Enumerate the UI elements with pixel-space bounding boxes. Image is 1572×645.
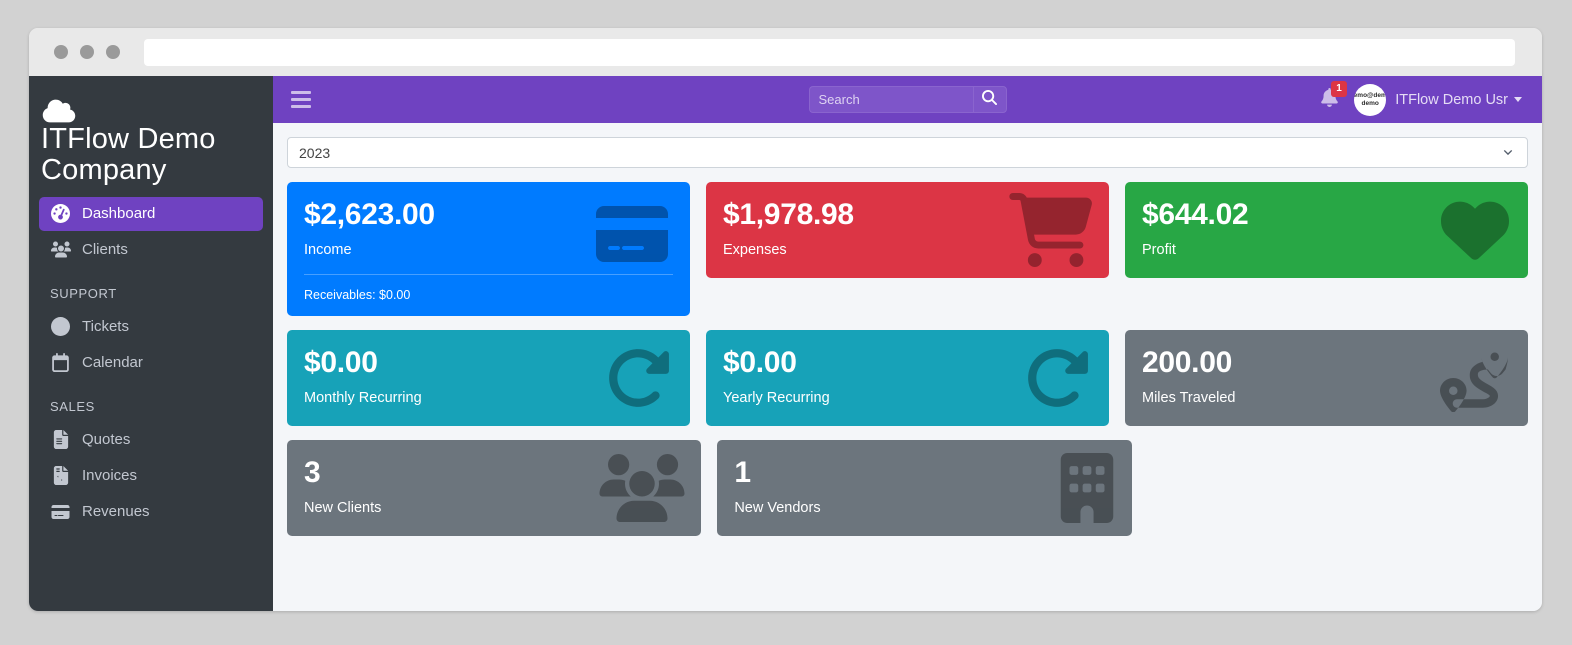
cloud-icon xyxy=(41,98,77,124)
sidebar-item-tickets[interactable]: Tickets xyxy=(39,310,263,344)
sync-icon xyxy=(602,345,674,411)
gauge-icon xyxy=(50,203,71,224)
shopping-cart-icon xyxy=(1009,193,1093,267)
search-button[interactable] xyxy=(972,86,1007,113)
card-value: $0.00 xyxy=(304,346,378,379)
search-input[interactable] xyxy=(808,86,973,113)
browser-window: ITFlow Demo Company Dashboard xyxy=(29,28,1542,611)
dashboard-main: 2023 $2,623.00 Income Receivables: $0.00 xyxy=(273,123,1542,611)
card-label: Profit xyxy=(1142,242,1176,258)
sidebar-item-label: Tickets xyxy=(82,318,129,336)
card-income[interactable]: $2,623.00 Income Receivables: $0.00 xyxy=(287,182,690,316)
sidebar-item-clients[interactable]: Clients xyxy=(39,233,263,267)
sidebar-item-dashboard[interactable]: Dashboard xyxy=(39,196,263,231)
topbar: 1 demo@demo demo ITFlow Demo Usr xyxy=(273,76,1542,123)
cards-row-3: 3 New Clients 1 New Vendors xyxy=(287,440,1528,536)
sidebar-item-invoices[interactable]: Invoices xyxy=(39,459,263,493)
credit-card-icon xyxy=(50,501,71,522)
sidebar-group-sales: SALES xyxy=(50,398,95,414)
sidebar-item-quotes[interactable]: Quotes xyxy=(39,423,263,457)
brand-title: ITFlow Demo Company xyxy=(41,123,216,187)
app-viewport: ITFlow Demo Company Dashboard xyxy=(29,76,1542,611)
card-label: Expenses xyxy=(723,242,787,258)
card-new-vendors[interactable]: 1 New Vendors xyxy=(717,440,1132,536)
card-new-clients[interactable]: 3 New Clients xyxy=(287,440,702,536)
search-group xyxy=(808,86,1007,113)
sidebar-item-calendar[interactable]: Calendar xyxy=(39,346,263,380)
notification-badge: 1 xyxy=(1331,80,1347,97)
card-yearly-recurring[interactable]: $0.00 Yearly Recurring xyxy=(706,330,1109,426)
card-label: New Clients xyxy=(304,500,382,516)
route-icon xyxy=(1436,344,1512,412)
building-icon xyxy=(1058,453,1116,523)
cards-row-3-spacer xyxy=(1148,440,1528,536)
card-value: $0.00 xyxy=(723,346,797,379)
lifebuoy-icon xyxy=(50,316,71,337)
file-quote-icon xyxy=(50,429,71,450)
users-icon xyxy=(50,239,71,260)
card-label: Yearly Recurring xyxy=(723,390,830,406)
card-value: $1,978.98 xyxy=(723,198,854,231)
sidebar-nav: Dashboard Clients SUPPORT xyxy=(29,196,273,529)
notifications-button[interactable]: 1 xyxy=(1311,80,1348,112)
close-dot-icon[interactable] xyxy=(54,45,68,59)
card-label: Monthly Recurring xyxy=(304,390,422,406)
sidebar-item-label: Invoices xyxy=(82,467,138,485)
calendar-icon xyxy=(50,352,71,373)
heart-icon xyxy=(1438,196,1512,264)
magnifier-icon xyxy=(982,89,997,110)
avatar-line-2: demo xyxy=(1361,99,1379,107)
card-value: 1 xyxy=(734,456,751,489)
card-label: New Vendors xyxy=(734,500,821,516)
hamburger-icon[interactable] xyxy=(291,91,311,108)
user-menu[interactable]: ITFlow Demo Usr xyxy=(1395,92,1528,108)
user-menu-label: ITFlow Demo Usr xyxy=(1395,91,1508,108)
card-value: $644.02 xyxy=(1142,198,1249,231)
sidebar-item-label: Dashboard xyxy=(82,205,156,223)
card-monthly-recurring[interactable]: $0.00 Monthly Recurring xyxy=(287,330,690,426)
users-icon xyxy=(599,454,685,522)
credit-card-icon xyxy=(590,202,674,266)
avatar-line-1: demo@demo xyxy=(1354,92,1387,100)
caret-down-icon xyxy=(1514,97,1522,102)
sidebar-item-revenues[interactable]: Revenues xyxy=(39,495,263,529)
card-label: Miles Traveled xyxy=(1142,390,1236,406)
card-profit[interactable]: $644.02 Profit xyxy=(1125,182,1528,278)
sidebar-item-label: Quotes xyxy=(82,431,131,449)
card-value: $2,623.00 xyxy=(304,198,435,231)
maximize-dot-icon[interactable] xyxy=(106,45,120,59)
avatar[interactable]: demo@demo demo xyxy=(1354,83,1387,116)
browser-chrome xyxy=(29,28,1542,76)
card-footer: Receivables: $0.00 xyxy=(304,274,673,302)
url-input[interactable] xyxy=(144,38,1515,66)
sidebar-item-label: Calendar xyxy=(82,354,143,372)
file-invoice-dollar-icon xyxy=(50,465,71,486)
sidebar: ITFlow Demo Company Dashboard xyxy=(29,76,273,611)
sidebar-item-label: Revenues xyxy=(82,503,150,521)
cards-row-2: $0.00 Monthly Recurring $0.00 Yearly Rec… xyxy=(287,330,1528,426)
sidebar-group-support: SUPPORT xyxy=(50,285,117,301)
card-label: Income xyxy=(304,242,352,258)
card-miles-traveled[interactable]: 200.00 Miles Traveled xyxy=(1125,330,1528,426)
sidebar-item-label: Clients xyxy=(82,241,128,259)
year-select[interactable]: 2023 xyxy=(287,137,1528,168)
content-wrapper: 1 demo@demo demo ITFlow Demo Usr 2023 xyxy=(273,76,1542,611)
card-value: 200.00 xyxy=(1142,346,1232,379)
cards-row-1: $2,623.00 Income Receivables: $0.00 $1,9… xyxy=(287,182,1528,316)
topbar-right: 1 demo@demo demo ITFlow Demo Usr xyxy=(1311,80,1528,116)
card-value: 3 xyxy=(304,456,321,489)
card-expenses[interactable]: $1,978.98 Expenses xyxy=(706,182,1109,278)
minimize-dot-icon[interactable] xyxy=(80,45,94,59)
window-controls[interactable] xyxy=(54,45,120,59)
sync-icon xyxy=(1021,345,1093,411)
brand[interactable]: ITFlow Demo Company xyxy=(29,76,273,193)
